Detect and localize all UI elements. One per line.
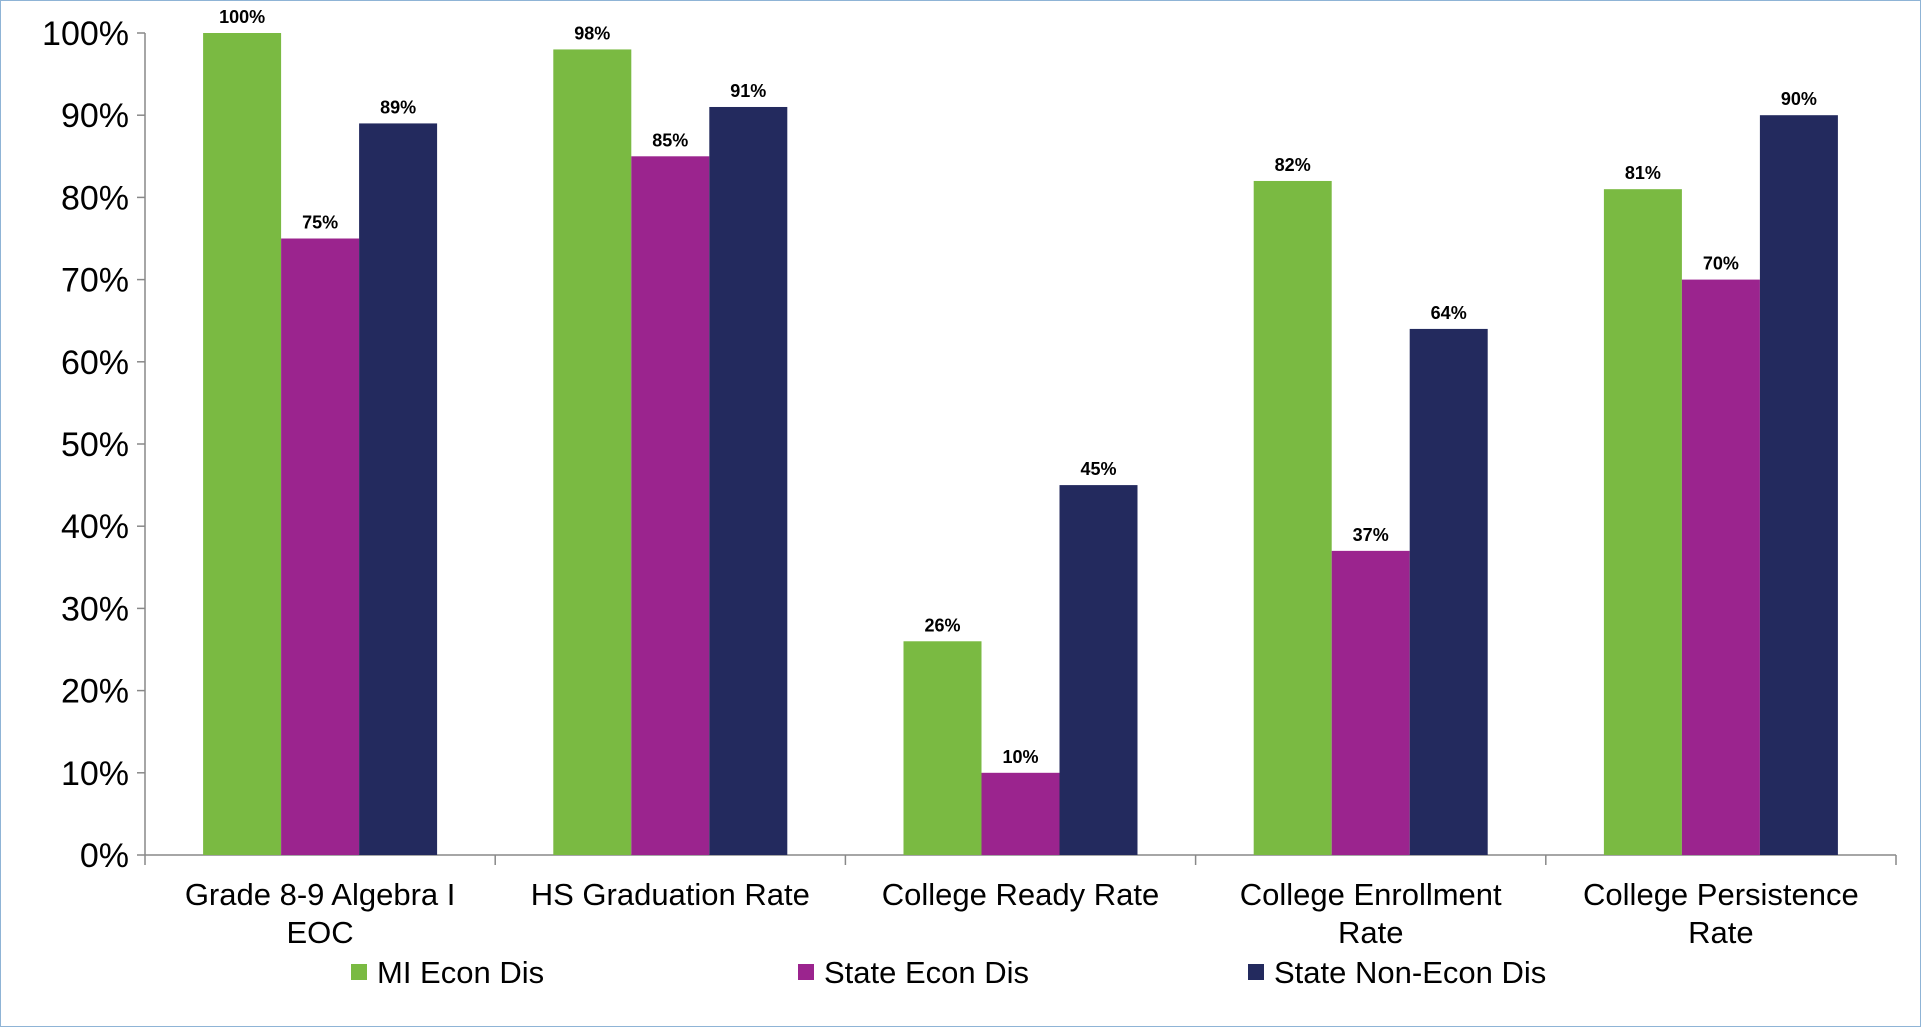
bar [1253, 180, 1332, 855]
chart-legend: MI Econ Dis State Econ Dis State Non-Econ … [351, 955, 1546, 990]
data-label: 10% [1002, 747, 1038, 767]
data-label: 91% [730, 81, 766, 101]
bar [903, 641, 982, 855]
bar [1059, 485, 1138, 855]
x-tick-label: Rate [1338, 915, 1403, 950]
x-tick-label: Grade 8-9 Algebra I [185, 877, 456, 912]
y-tick-label: 90% [61, 97, 129, 135]
data-label: 98% [574, 23, 610, 43]
legend-swatch [1248, 964, 1264, 980]
bar [281, 238, 360, 855]
legend-label: MI Econ Dis [377, 955, 544, 990]
y-tick-label: 80% [61, 179, 129, 217]
bar [1331, 550, 1410, 855]
x-tick-label: College Enrollment [1240, 877, 1502, 912]
data-label: 81% [1625, 163, 1661, 183]
bar [1681, 279, 1760, 856]
bar [1409, 328, 1488, 855]
bar [553, 49, 632, 855]
y-tick-label: 50% [61, 426, 129, 464]
x-tick-label: EOC [287, 915, 354, 950]
y-tick-label: 10% [61, 755, 129, 793]
chart-axes: 0% 10% 20% 30% 40% 50% 60% 70% 80% 90% 100% Grade 8… [42, 15, 1897, 950]
bar [981, 772, 1060, 855]
bar [1759, 115, 1838, 855]
y-tick-label: 100% [42, 15, 129, 53]
y-tick-label: 70% [61, 262, 129, 300]
data-label: 64% [1431, 303, 1467, 323]
y-tick-label: 40% [61, 508, 129, 546]
data-label: 37% [1353, 525, 1389, 545]
data-label: 90% [1781, 89, 1817, 109]
bar [203, 33, 282, 855]
data-label: 26% [924, 615, 960, 635]
data-label: 70% [1703, 254, 1739, 274]
x-tick-label: Rate [1688, 915, 1753, 950]
data-label: 85% [652, 130, 688, 150]
legend-swatch [351, 964, 367, 980]
data-label: 82% [1275, 155, 1311, 175]
y-tick-label: 20% [61, 673, 129, 711]
y-tick-label: 30% [61, 590, 129, 628]
legend-label: State Non-Econ Dis [1274, 955, 1546, 990]
legend-swatch [798, 964, 814, 980]
x-tick-label: College Persistence [1583, 877, 1859, 912]
chart-bars [203, 33, 1838, 856]
legend-label: State Econ Dis [824, 955, 1029, 990]
bar [1603, 189, 1682, 855]
x-tick-label: HS Graduation Rate [531, 877, 810, 912]
chart-data-labels: 100% 75% 89% 98% 85% 91% 26% 10% 45% 82% 37% 64% 81%… [219, 7, 1817, 767]
x-tick-label: College Ready Rate [882, 877, 1159, 912]
y-tick-label: 60% [61, 344, 129, 382]
data-label: 75% [302, 213, 338, 233]
bar [631, 156, 710, 856]
bar [359, 123, 438, 856]
data-label: 89% [380, 97, 416, 117]
data-label: 45% [1080, 459, 1116, 479]
bar [709, 106, 788, 856]
y-tick-label: 0% [80, 837, 129, 875]
data-label: 100% [219, 7, 265, 27]
